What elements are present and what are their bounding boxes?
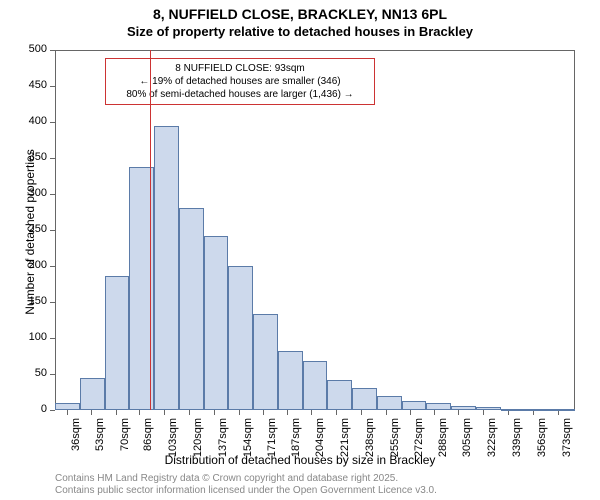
y-tick [50,410,55,411]
x-tick-label: 255sqm [389,418,401,458]
histogram-bar [525,409,550,411]
x-tick [336,410,337,415]
histogram-bar [253,314,278,410]
annotation-box: 8 NUFFIELD CLOSE: 93sqm ← 19% of detache… [105,58,375,105]
x-tick [287,410,288,415]
x-tick-label: 305sqm [461,418,473,458]
chart-title-sub: Size of property relative to detached ho… [0,22,600,39]
x-tick [483,410,484,415]
x-tick [458,410,459,415]
marker-line [150,50,151,410]
histogram-bar [179,208,204,410]
x-tick-label: 322sqm [486,418,498,458]
y-tick-label: 0 [41,403,47,415]
y-tick-label: 400 [29,115,47,127]
footer-line1: Contains HM Land Registry data © Crown c… [55,473,398,484]
y-tick-label: 200 [29,259,47,271]
histogram-bar [204,236,229,410]
x-tick [311,410,312,415]
x-tick [533,410,534,415]
y-tick [50,122,55,123]
histogram-bar [105,276,130,410]
x-tick-label: 272sqm [413,418,425,458]
histogram-bar [55,403,80,410]
y-tick [50,86,55,87]
x-tick [91,410,92,415]
x-tick-label: 86sqm [142,418,154,458]
x-tick [361,410,362,415]
histogram-bar [228,266,253,410]
histogram-bar [80,378,105,410]
histogram-bar [426,403,451,410]
y-tick [50,230,55,231]
histogram-bar [451,406,476,410]
y-tick-label: 150 [29,295,47,307]
histogram-bar [402,401,427,410]
x-tick [67,410,68,415]
y-tick [50,374,55,375]
x-tick-label: 288sqm [437,418,449,458]
x-tick [386,410,387,415]
x-tick [214,410,215,415]
histogram-bar [377,396,402,410]
histogram-bar [154,126,179,410]
x-tick-label: 137sqm [217,418,229,458]
x-tick [239,410,240,415]
histogram-bar [501,409,526,411]
y-tick-label: 450 [29,79,47,91]
x-tick-label: 120sqm [192,418,204,458]
x-tick [164,410,165,415]
x-tick-label: 53sqm [94,418,106,458]
x-tick-label: 356sqm [536,418,548,458]
histogram-bar [550,409,575,411]
x-tick [434,410,435,415]
y-tick [50,158,55,159]
y-tick [50,194,55,195]
x-tick-label: 154sqm [242,418,254,458]
y-tick [50,338,55,339]
chart-container: 8, NUFFIELD CLOSE, BRACKLEY, NN13 6PL Si… [0,0,600,500]
x-tick-label: 103sqm [167,418,179,458]
y-tick [50,50,55,51]
chart-title-main: 8, NUFFIELD CLOSE, BRACKLEY, NN13 6PL [0,0,600,22]
y-tick-label: 300 [29,187,47,199]
x-tick [189,410,190,415]
x-tick [410,410,411,415]
x-tick-label: 238sqm [364,418,376,458]
y-tick [50,302,55,303]
y-tick-label: 500 [29,43,47,55]
y-tick-label: 100 [29,331,47,343]
histogram-bar [352,388,377,410]
y-tick-label: 350 [29,151,47,163]
x-tick [263,410,264,415]
x-tick [508,410,509,415]
x-tick-label: 171sqm [266,418,278,458]
histogram-bar [327,380,352,410]
footer-line2: Contains public sector information licen… [55,485,437,496]
y-tick-label: 50 [35,367,47,379]
y-tick-label: 250 [29,223,47,235]
x-tick-label: 339sqm [511,418,523,458]
x-tick-label: 36sqm [70,418,82,458]
x-tick-label: 373sqm [561,418,573,458]
histogram-bar [278,351,303,410]
x-tick-label: 204sqm [314,418,326,458]
x-tick-label: 187sqm [290,418,302,458]
x-tick-label: 70sqm [119,418,131,458]
histogram-bar [476,407,501,410]
y-tick [50,266,55,267]
x-tick [116,410,117,415]
histogram-bar [303,361,328,410]
x-tick [558,410,559,415]
x-tick-label: 221sqm [339,418,351,458]
x-tick [139,410,140,415]
